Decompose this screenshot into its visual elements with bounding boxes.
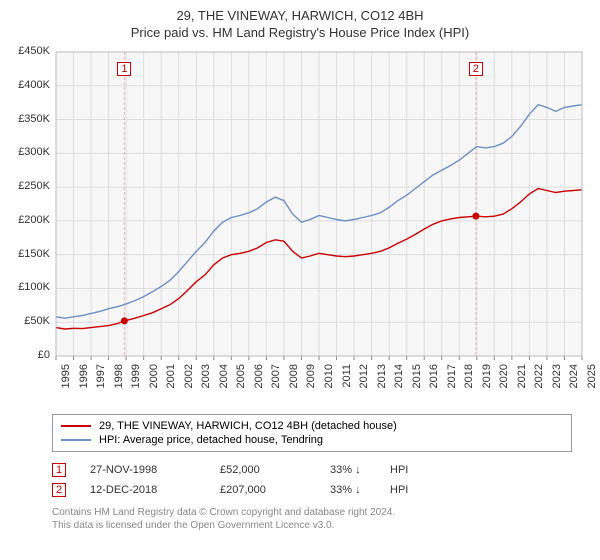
- x-axis-tick-label: 2012: [358, 364, 370, 394]
- transaction-pct: 33% ↓: [330, 484, 390, 496]
- x-axis-tick-label: 2014: [393, 364, 405, 394]
- chart-plot-area: £0 £50K £100K £150K £200K £250K £300K £350K £400…: [12, 48, 588, 408]
- transaction-row: 1 27-NOV-1998£52,00033% ↓HPI: [52, 460, 572, 480]
- transaction-price: £52,000: [220, 464, 330, 476]
- transaction-marker-1: 1: [117, 62, 131, 76]
- x-axis-tick-label: 1997: [95, 364, 107, 394]
- x-axis-tick-label: 2008: [288, 364, 300, 394]
- y-axis-tick-label: £300K: [12, 146, 50, 158]
- x-axis-tick-label: 2018: [463, 364, 475, 394]
- x-axis-tick-label: 2015: [411, 364, 423, 394]
- x-axis-tick-label: 2022: [533, 364, 545, 394]
- footer-attribution: Contains HM Land Registry data © Crown c…: [52, 506, 588, 532]
- x-axis-tick-label: 2000: [148, 364, 160, 394]
- x-axis-tick-label: 2006: [253, 364, 265, 394]
- transaction-date: 27-NOV-1998: [90, 464, 220, 476]
- transaction-table: 1 27-NOV-1998£52,00033% ↓HPI 2 12-DEC-2018£…: [52, 460, 572, 500]
- legend-swatch: [61, 439, 91, 441]
- x-axis-tick-label: 2016: [428, 364, 440, 394]
- legend-label: HPI: Average price, detached house, Tend…: [99, 434, 323, 446]
- transaction-row: 2 12-DEC-2018£207,00033% ↓HPI: [52, 480, 572, 500]
- x-axis-tick-label: 2010: [323, 364, 335, 394]
- legend-item: HPI: Average price, detached house, Tend…: [61, 433, 563, 447]
- x-axis-tick-label: 2002: [183, 364, 195, 394]
- y-axis-tick-label: £150K: [12, 248, 50, 260]
- chart-subtitle: Price paid vs. HM Land Registry's House …: [12, 25, 588, 40]
- y-axis-tick-label: £50K: [12, 315, 50, 327]
- y-axis-tick-label: £450K: [12, 45, 50, 57]
- y-axis-tick-label: £400K: [12, 79, 50, 91]
- x-axis-tick-label: 2019: [481, 364, 493, 394]
- legend-item: 29, THE VINEWAY, HARWICH, CO12 4BH (deta…: [61, 419, 563, 433]
- transaction-date: 12-DEC-2018: [90, 484, 220, 496]
- x-axis-tick-label: 2004: [218, 364, 230, 394]
- x-axis-tick-label: 2017: [446, 364, 458, 394]
- y-axis-tick-label: £350K: [12, 113, 50, 125]
- footer-line-1: Contains HM Land Registry data © Crown c…: [52, 506, 588, 519]
- chart-title: 29, THE VINEWAY, HARWICH, CO12 4BH: [12, 8, 588, 23]
- x-axis-tick-label: 2020: [498, 364, 510, 394]
- x-axis-tick-label: 2025: [586, 364, 598, 394]
- x-axis-tick-label: 2013: [376, 364, 388, 394]
- y-axis-tick-label: £0: [12, 349, 50, 361]
- y-axis-tick-label: £100K: [12, 281, 50, 293]
- x-axis-tick-label: 2024: [568, 364, 580, 394]
- y-axis-tick-label: £250K: [12, 180, 50, 192]
- transaction-price: £207,000: [220, 484, 330, 496]
- y-axis-tick-label: £200K: [12, 214, 50, 226]
- x-axis-tick-label: 2011: [341, 364, 353, 394]
- transaction-marker-2: 2: [469, 62, 483, 76]
- chart-svg: [12, 48, 588, 408]
- x-axis-tick-label: 1999: [130, 364, 142, 394]
- x-axis-tick-label: 2001: [165, 364, 177, 394]
- x-axis-tick-label: 2007: [270, 364, 282, 394]
- x-axis-tick-label: 1995: [60, 364, 72, 394]
- x-axis-tick-label: 2009: [305, 364, 317, 394]
- transaction-row-marker: 2: [52, 483, 66, 497]
- transaction-vs: HPI: [390, 484, 408, 496]
- transaction-vs: HPI: [390, 464, 408, 476]
- x-axis-tick-label: 2021: [516, 364, 528, 394]
- x-axis-tick-label: 2005: [235, 364, 247, 394]
- legend-swatch: [61, 425, 91, 427]
- legend-label: 29, THE VINEWAY, HARWICH, CO12 4BH (deta…: [99, 420, 397, 432]
- footer-line-2: This data is licensed under the Open Gov…: [52, 519, 588, 532]
- x-axis-tick-label: 1998: [113, 364, 125, 394]
- x-axis-tick-label: 1996: [78, 364, 90, 394]
- x-axis-tick-label: 2023: [551, 364, 563, 394]
- transaction-pct: 33% ↓: [330, 464, 390, 476]
- transaction-row-marker: 1: [52, 463, 66, 477]
- x-axis-tick-label: 2003: [200, 364, 212, 394]
- legend: 29, THE VINEWAY, HARWICH, CO12 4BH (deta…: [52, 414, 572, 452]
- chart-container: 29, THE VINEWAY, HARWICH, CO12 4BH Price…: [0, 0, 600, 560]
